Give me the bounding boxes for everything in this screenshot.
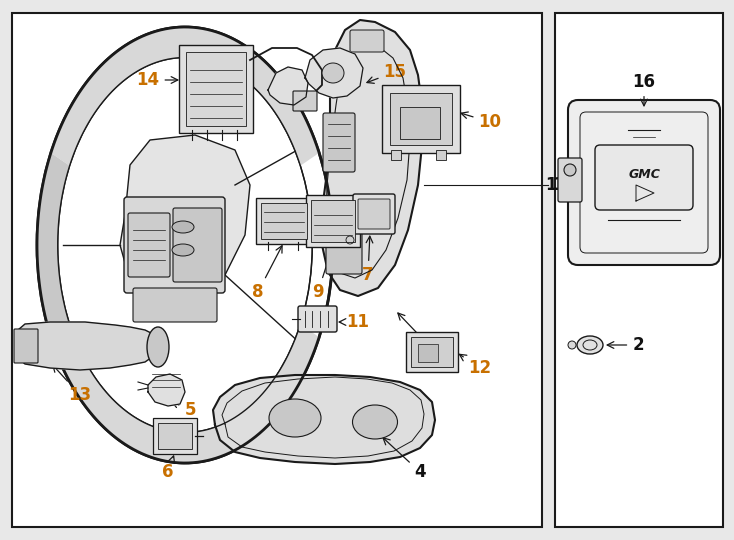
Polygon shape xyxy=(51,27,319,166)
Text: 1: 1 xyxy=(552,176,564,194)
FancyBboxPatch shape xyxy=(595,145,693,210)
Polygon shape xyxy=(322,20,422,296)
FancyBboxPatch shape xyxy=(293,91,317,111)
Text: 13: 13 xyxy=(53,365,92,404)
Text: 1: 1 xyxy=(545,176,556,194)
FancyBboxPatch shape xyxy=(568,100,720,265)
Text: 11: 11 xyxy=(339,313,369,331)
Ellipse shape xyxy=(172,221,194,233)
Polygon shape xyxy=(37,153,70,337)
Text: 4: 4 xyxy=(383,438,426,481)
FancyBboxPatch shape xyxy=(261,203,307,239)
Ellipse shape xyxy=(568,341,576,349)
Bar xyxy=(555,13,723,527)
Polygon shape xyxy=(51,324,319,463)
FancyBboxPatch shape xyxy=(391,150,401,160)
Text: 8: 8 xyxy=(252,246,282,301)
FancyBboxPatch shape xyxy=(326,225,362,274)
FancyBboxPatch shape xyxy=(179,45,253,133)
Ellipse shape xyxy=(172,244,194,256)
Ellipse shape xyxy=(269,399,321,437)
FancyBboxPatch shape xyxy=(411,337,453,367)
Ellipse shape xyxy=(322,63,344,83)
FancyBboxPatch shape xyxy=(14,329,38,363)
Text: 7: 7 xyxy=(362,236,374,284)
FancyBboxPatch shape xyxy=(173,208,222,282)
Text: 3: 3 xyxy=(398,313,444,364)
Ellipse shape xyxy=(577,336,603,354)
Polygon shape xyxy=(268,67,308,105)
FancyBboxPatch shape xyxy=(158,423,192,449)
Bar xyxy=(12,13,542,527)
Text: 6: 6 xyxy=(162,456,175,481)
FancyBboxPatch shape xyxy=(153,418,197,454)
FancyBboxPatch shape xyxy=(406,332,458,372)
Text: 2: 2 xyxy=(607,336,644,354)
FancyBboxPatch shape xyxy=(350,30,384,52)
Text: 5: 5 xyxy=(172,401,196,419)
Text: 15: 15 xyxy=(367,63,407,83)
FancyBboxPatch shape xyxy=(133,288,217,322)
FancyBboxPatch shape xyxy=(311,200,355,242)
FancyBboxPatch shape xyxy=(353,194,395,234)
Ellipse shape xyxy=(352,405,398,439)
FancyBboxPatch shape xyxy=(358,199,390,229)
FancyBboxPatch shape xyxy=(418,344,438,362)
Polygon shape xyxy=(120,135,250,295)
Polygon shape xyxy=(148,374,185,406)
Polygon shape xyxy=(15,322,158,370)
FancyBboxPatch shape xyxy=(124,197,225,293)
Text: 14: 14 xyxy=(137,71,178,89)
Ellipse shape xyxy=(147,327,169,367)
Text: 9: 9 xyxy=(312,249,333,301)
Text: 12: 12 xyxy=(459,354,492,377)
FancyBboxPatch shape xyxy=(186,52,246,126)
Polygon shape xyxy=(305,48,363,98)
FancyBboxPatch shape xyxy=(558,158,582,202)
Text: GMC: GMC xyxy=(628,168,660,181)
Text: 10: 10 xyxy=(461,112,501,131)
FancyBboxPatch shape xyxy=(306,195,360,247)
FancyBboxPatch shape xyxy=(382,85,460,153)
FancyBboxPatch shape xyxy=(256,198,312,244)
FancyBboxPatch shape xyxy=(400,107,440,139)
Ellipse shape xyxy=(564,164,576,176)
FancyBboxPatch shape xyxy=(436,150,446,160)
FancyBboxPatch shape xyxy=(298,306,337,332)
FancyBboxPatch shape xyxy=(323,113,355,172)
FancyBboxPatch shape xyxy=(128,213,170,277)
Polygon shape xyxy=(213,375,435,464)
FancyBboxPatch shape xyxy=(390,93,452,145)
Text: 16: 16 xyxy=(633,73,655,106)
